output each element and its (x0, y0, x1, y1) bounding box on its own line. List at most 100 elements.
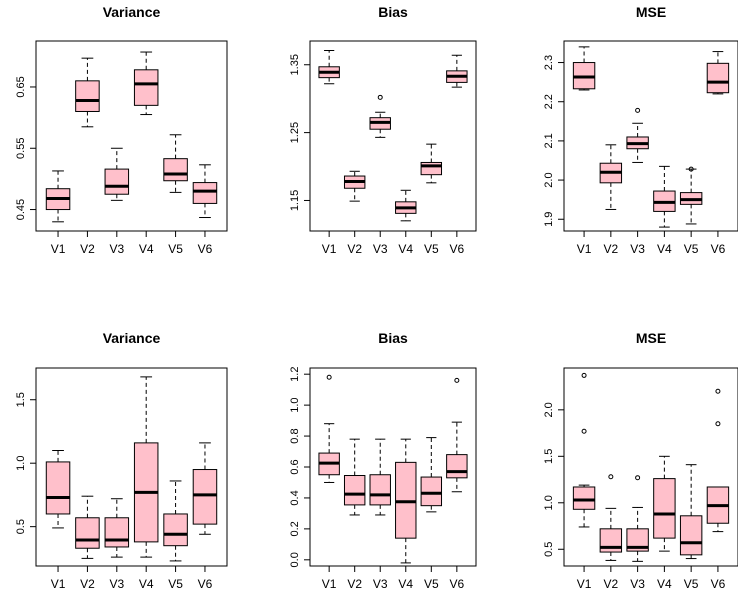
box-v2 (599, 144, 623, 210)
x-tick-label: V6 (450, 242, 465, 256)
box-v5 (420, 437, 443, 513)
y-tick-label: 0.8 (289, 428, 301, 443)
box-iqr (133, 69, 159, 106)
outlier-point (635, 107, 641, 113)
x-tick-label: V2 (80, 577, 95, 589)
panel-mse-bottom: MSE V1 V2 V3 V4 V5 V6 0.5 1.0 1.5 2.0 (543, 330, 738, 589)
x-tick-label: V2 (604, 577, 619, 589)
panel-mse-top: MSE V1 V2 V3 V4 V5 V6 1.9 2.0 2.1 2.2 2.3 (543, 4, 738, 256)
y-tick-label: 0.6 (289, 459, 301, 474)
x-tick-label: V3 (109, 577, 124, 589)
box-iqr (75, 80, 100, 112)
box-v6 (446, 377, 468, 493)
y-tick-label: 0.5 (543, 542, 555, 557)
y-tick-label: 1.0 (15, 456, 27, 471)
box-v5 (679, 166, 703, 225)
y-tick-label: 1.15 (289, 190, 301, 211)
x-tick-label: V5 (168, 242, 183, 256)
y-tick-label: 1.0 (289, 397, 301, 412)
box-iqr (420, 476, 443, 507)
x-tick-label: V1 (322, 242, 337, 256)
box-v6 (446, 54, 468, 88)
plot-frame (563, 367, 738, 567)
box-v6 (192, 442, 218, 535)
box-v6 (192, 164, 218, 219)
panel-title: Variance (103, 4, 161, 20)
y-tick-label: 2.3 (543, 55, 555, 70)
box-v3 (369, 94, 391, 138)
box-v6 (706, 51, 730, 95)
x-tick-label: V3 (630, 242, 645, 256)
x-tick-label: V4 (139, 242, 154, 256)
box-v1 (318, 374, 340, 483)
box-v5 (420, 143, 443, 184)
outlier-point (608, 474, 614, 480)
y-tick-label: 0.0 (289, 552, 301, 567)
box-v5 (163, 480, 188, 562)
box-iqr (104, 168, 130, 195)
box-v1 (45, 170, 71, 223)
box-iqr (75, 517, 100, 549)
x-tick-label: V1 (577, 577, 592, 589)
x-tick-label: V1 (51, 577, 66, 589)
box-v5 (163, 134, 188, 193)
box-iqr (104, 517, 130, 548)
x-tick-label: V5 (684, 577, 699, 589)
box-iqr (446, 454, 468, 479)
outlier-point (454, 377, 460, 383)
box-iqr (45, 461, 71, 515)
outlier-point (635, 475, 641, 481)
x-tick-label: V4 (657, 577, 672, 589)
x-tick-label: V4 (398, 242, 413, 256)
box-v5 (679, 464, 703, 560)
box-v2 (343, 170, 366, 202)
y-tick-label: 1.35 (289, 54, 301, 75)
box-iqr (343, 475, 366, 506)
x-tick-label: V4 (139, 577, 154, 589)
box-iqr (369, 474, 391, 506)
y-tick-label: 1.2 (289, 367, 301, 382)
box-v6 (706, 388, 730, 533)
x-tick-label: V2 (80, 242, 95, 256)
box-v3 (626, 475, 649, 562)
box-v3 (104, 147, 130, 201)
box-iqr (706, 62, 730, 94)
box-v3 (626, 107, 649, 163)
box-iqr (420, 161, 443, 176)
box-v2 (343, 438, 366, 516)
box-v1 (318, 50, 340, 85)
x-tick-label: V1 (577, 242, 592, 256)
box-v4 (653, 455, 676, 552)
y-tick-label: 1.0 (543, 495, 555, 510)
box-iqr (395, 461, 417, 539)
box-v1 (45, 450, 71, 529)
x-tick-label: V4 (398, 577, 413, 589)
box-v4 (653, 165, 676, 228)
outlier-point (326, 374, 332, 380)
panel-title: Bias (378, 4, 408, 20)
y-tick-label: 2.0 (543, 402, 555, 417)
y-tick-label: 0.65 (15, 76, 27, 97)
x-tick-label: V5 (424, 577, 439, 589)
y-tick-label: 0.5 (15, 519, 27, 534)
box-v4 (395, 438, 417, 564)
x-tick-label: V6 (711, 577, 726, 589)
x-tick-label: V2 (604, 242, 619, 256)
box-iqr (192, 182, 218, 204)
x-tick-label: V2 (347, 242, 362, 256)
x-tick-label: V5 (684, 242, 699, 256)
y-tick-label: 2.1 (543, 133, 555, 148)
box-iqr (192, 469, 218, 525)
x-tick-label: V4 (657, 242, 672, 256)
box-v4 (395, 189, 417, 222)
box-v3 (104, 498, 130, 558)
y-tick-label: 0.2 (289, 521, 301, 536)
box-v2 (599, 474, 623, 561)
panel-title: Variance (103, 330, 161, 346)
panel-variance-top: Variance V1 V2 V3 V4 V5 V6 0.45 0.55 0.65 (15, 4, 228, 256)
outlier-point (581, 372, 587, 378)
x-tick-label: V3 (630, 577, 645, 589)
box-v2 (75, 57, 100, 128)
x-tick-label: V6 (450, 577, 465, 589)
